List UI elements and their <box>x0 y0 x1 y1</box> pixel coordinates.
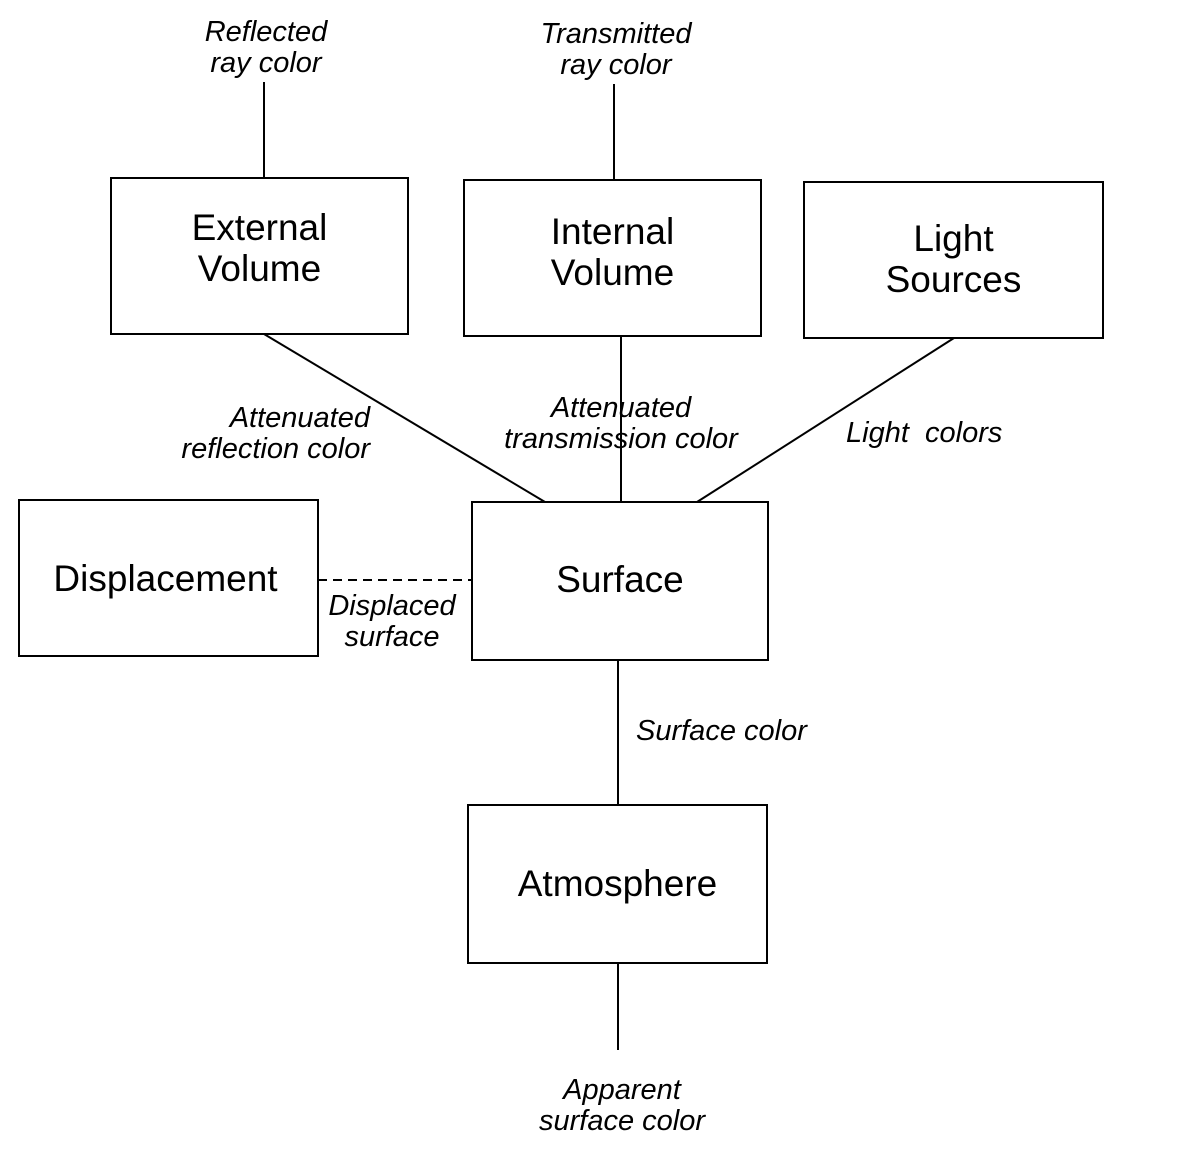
transmitted-ray-color-label: Transmitted ray color <box>540 18 692 81</box>
light-colors-label: Light colors <box>846 417 1003 449</box>
reflected-ray-color-label: Reflected ray color <box>204 16 328 79</box>
light-to-surface-line <box>696 337 955 503</box>
surface-label: Surface <box>556 558 684 600</box>
atmosphere-label: Atmosphere <box>517 862 718 904</box>
displacement-box: Displacement <box>18 499 319 657</box>
surface-color-label: Surface color <box>636 715 807 747</box>
attenuated-reflection-color-label: Attenuated reflection color <box>181 402 370 465</box>
external-volume-label: External Volume <box>191 207 328 289</box>
internal-volume-label: Internal Volume <box>550 211 675 293</box>
displaced-surface-label: Displaced surface <box>328 590 456 653</box>
external-volume-box: External Volume <box>110 177 409 335</box>
displacement-label: Displacement <box>53 557 278 599</box>
light-sources-label: Light Sources <box>885 218 1022 300</box>
internal-volume-box: Internal Volume <box>463 179 762 337</box>
external-to-surface-line <box>263 333 546 503</box>
apparent-surface-color-label: Apparent surface color <box>538 1074 705 1137</box>
attenuated-transmission-color-label: Attenuated transmission color <box>504 392 738 455</box>
light-sources-box: Light Sources <box>803 181 1104 339</box>
atmosphere-box: Atmosphere <box>467 804 768 964</box>
surface-box: Surface <box>471 501 769 661</box>
